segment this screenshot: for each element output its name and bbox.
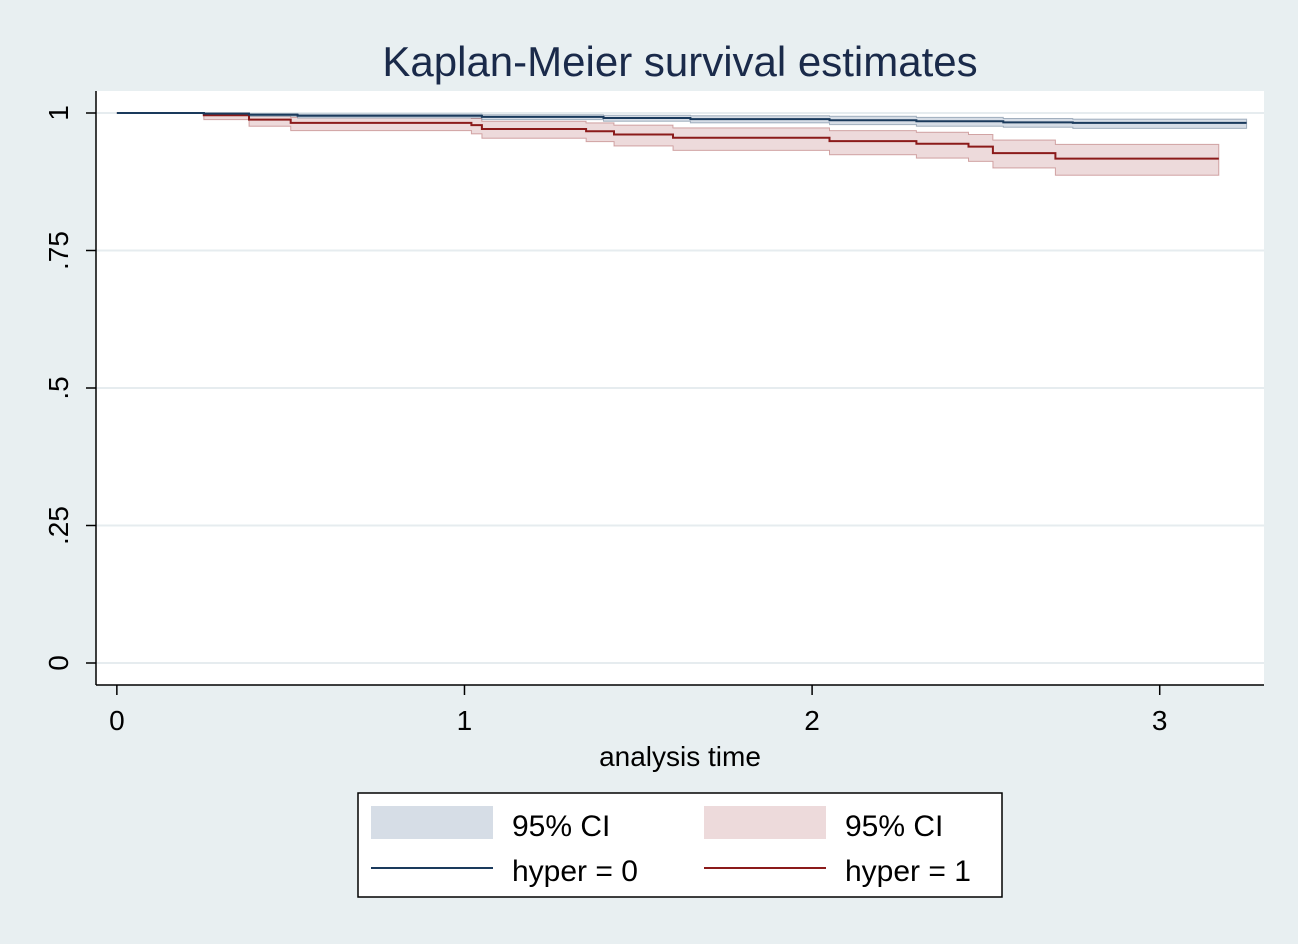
y-tick-label-2: .5	[43, 376, 74, 399]
survival-line-hyper-1	[116, 112, 1219, 160]
legend-label-ci-hyper0: 95% CI	[512, 810, 610, 843]
survival-line-hyper-0	[116, 112, 1247, 124]
y-tick-label-4: 1	[43, 105, 74, 121]
x-tick-label-1: 1	[457, 705, 473, 736]
legend: 95% CI 95% CI hyper = 0 hyper = 1	[357, 792, 1003, 898]
ci-band-hyper-0	[116, 112, 1248, 129]
ci-band-hyper-1	[116, 112, 1220, 176]
legend-swatch-ci-hyper1	[704, 806, 826, 839]
x-tick-label-0: 0	[109, 705, 125, 736]
gridlines	[96, 112, 1264, 664]
confidence-bands	[116, 112, 1248, 176]
y-ticks: 0 .25 .5 .75 1	[43, 105, 96, 671]
x-tick-label-2: 2	[804, 705, 820, 736]
chart-title: Kaplan-Meier survival estimates	[382, 38, 977, 85]
y-tick-label-1: .25	[43, 506, 74, 545]
legend-swatch-ci-hyper0	[371, 806, 493, 839]
survival-lines	[116, 112, 1247, 160]
y-tick-label-3: .75	[43, 231, 74, 270]
x-axis-title: analysis time	[599, 741, 761, 772]
x-ticks: 0 1 2 3	[109, 685, 1168, 736]
y-tick-label-0: 0	[43, 655, 74, 671]
x-tick-label-3: 3	[1152, 705, 1168, 736]
legend-label-ci-hyper1: 95% CI	[845, 810, 943, 843]
legend-label-hyper0: hyper = 0	[512, 855, 638, 888]
legend-label-hyper1: hyper = 1	[845, 855, 971, 888]
